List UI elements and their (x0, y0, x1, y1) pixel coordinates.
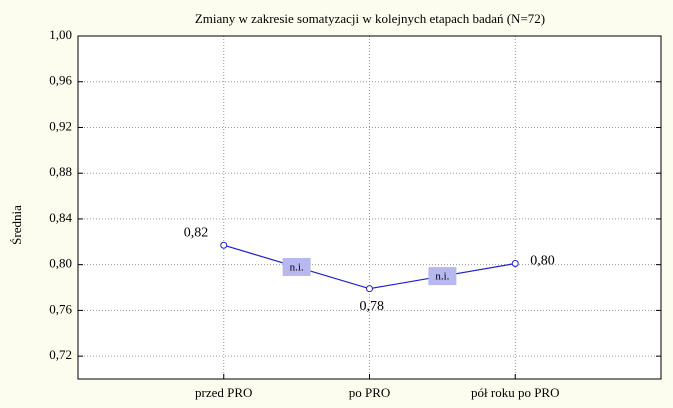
annotation-box (428, 267, 457, 286)
y-tick-label: 0,76 (49, 301, 72, 316)
y-tick-label: 0,96 (49, 73, 72, 88)
data-point (511, 260, 519, 268)
y-tick-label: 0,92 (49, 118, 72, 133)
chart-title: Zmiany w zakresie somatyzacji w kolejnyc… (195, 11, 545, 26)
y-axis-label: Średnia (9, 205, 24, 245)
plot-border (77, 35, 662, 380)
y-tick-label: 1,00 (49, 27, 72, 42)
annotation: n.i. (290, 261, 304, 273)
y-tick-label: 0,80 (49, 256, 72, 271)
data-point (220, 241, 228, 249)
x-tick-label: po PRO (349, 385, 391, 400)
data-label: 0,82 (184, 225, 209, 240)
y-tick-label: 0,72 (49, 347, 72, 362)
y-tick-label: 0,88 (49, 164, 72, 179)
data-label: 0,78 (360, 299, 385, 314)
annotation-box (282, 257, 311, 276)
y-tick-label: 0,84 (49, 210, 72, 225)
data-point (366, 285, 373, 293)
data-label: 0,80 (530, 254, 555, 269)
annotation: n.i. (435, 271, 449, 283)
x-tick-label: przed PRO (195, 385, 252, 400)
x-tick-label: pół roku po PRO (471, 385, 559, 400)
